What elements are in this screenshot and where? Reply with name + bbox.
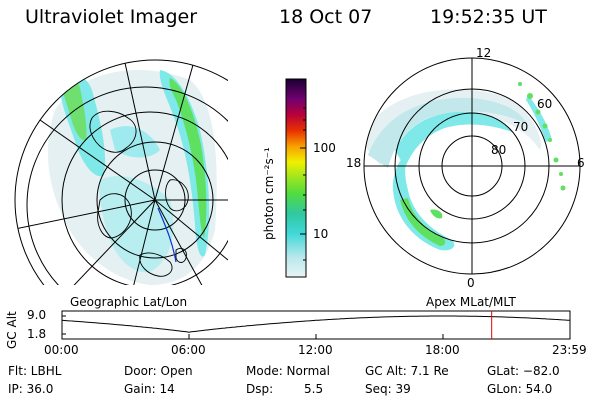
mlt-label-18: 18 xyxy=(346,156,362,170)
dsp-value: 5.5 xyxy=(304,382,324,396)
gc-alt-value: GC Alt: 7.1 Re xyxy=(365,364,449,378)
gain-value: Gain: 14 xyxy=(124,382,175,396)
color-bar xyxy=(285,78,307,278)
mlt-label-6: 6 xyxy=(577,156,585,170)
mlat-label-60: 60 xyxy=(537,97,553,111)
altitude-axis-label: GC Alt xyxy=(5,311,19,349)
time-tick-1: 06:00 xyxy=(171,343,206,357)
altitude-tick-min: 1.8 xyxy=(27,327,47,341)
time-label: 19:52:35 UT xyxy=(430,6,547,28)
dsp-label: Dsp: xyxy=(246,382,274,396)
time-tick-3: 18:00 xyxy=(425,343,460,357)
filter-value: Flt: LBHL xyxy=(8,364,62,378)
apex-map xyxy=(363,57,581,275)
glat-value: GLat: −82.0 xyxy=(487,364,560,378)
geographic-map xyxy=(14,59,228,285)
altitude-strip xyxy=(61,310,571,340)
left-panel-label: Geographic Lat/Lon xyxy=(70,295,188,309)
mlt-label-0: 0 xyxy=(467,276,475,290)
colorbar-tick-10: 10 xyxy=(313,227,329,241)
mlt-label-12: 12 xyxy=(476,46,492,60)
glon-value: GLon: 54.0 xyxy=(487,382,553,396)
time-tick-2: 12:00 xyxy=(298,343,333,357)
emission-band-right xyxy=(159,70,210,257)
colorbar-tick-100: 100 xyxy=(313,141,336,155)
mode-value: Mode: Normal xyxy=(246,364,330,378)
altitude-curve xyxy=(61,315,571,333)
instrument-title: Ultraviolet Imager xyxy=(25,6,198,28)
door-value: Door: Open xyxy=(124,364,193,378)
mlat-label-80: 80 xyxy=(491,143,507,157)
colorbar-unit-label: photon cm⁻²s⁻¹ xyxy=(262,147,276,240)
mlat-label-70: 70 xyxy=(513,120,529,134)
ip-value: IP: 36.0 xyxy=(8,382,54,396)
right-panel-label: Apex MLat/MLT xyxy=(426,295,516,309)
altitude-tick-max: 9.0 xyxy=(27,308,47,322)
auroral-oval-dusk xyxy=(392,150,455,251)
seq-value: Seq: 39 xyxy=(365,382,411,396)
time-tick-0: 00:00 xyxy=(44,343,79,357)
time-tick-4: 23:59 xyxy=(552,343,587,357)
date-label: 18 Oct 07 xyxy=(279,6,373,28)
